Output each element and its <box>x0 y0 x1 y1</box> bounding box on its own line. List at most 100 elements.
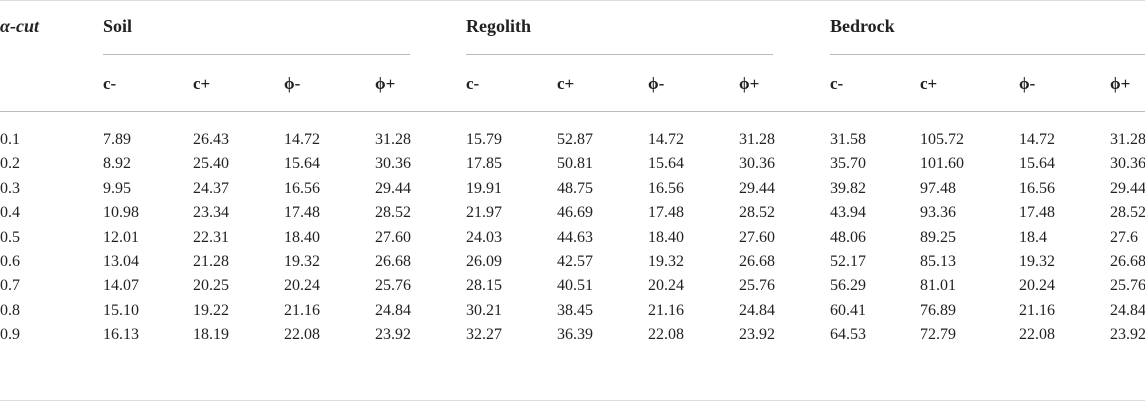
top-rule <box>0 0 1145 1</box>
cell: 48.06 <box>830 228 866 246</box>
cell: 52.17 <box>830 253 866 270</box>
cell: 89.25 <box>920 228 956 246</box>
cell: 85.13 <box>920 253 956 270</box>
column-header: c- <box>103 74 117 93</box>
cell: 22.08 <box>284 326 320 344</box>
cell: 17.85 <box>466 155 502 173</box>
header-rule <box>0 111 1145 112</box>
cell: 26.09 <box>466 253 502 270</box>
column-header: c- <box>466 74 480 93</box>
cell: 20.25 <box>193 277 229 295</box>
cell: 18.40 <box>284 228 320 246</box>
cell: 18.4 <box>1019 228 1047 246</box>
cell: 21.97 <box>466 204 502 222</box>
cell: 20.24 <box>284 277 320 295</box>
cell: 14.07 <box>103 277 139 295</box>
cell: 19.22 <box>193 301 229 319</box>
cell: 10.98 <box>103 204 139 222</box>
cell: 23.34 <box>193 204 229 222</box>
cell: 50.81 <box>557 155 593 173</box>
cell: 14.72 <box>284 131 320 148</box>
cell: 22.08 <box>1019 326 1055 344</box>
cell: 30.36 <box>739 155 775 173</box>
cell: 13.04 <box>103 253 139 270</box>
cell: 27.6 <box>1110 228 1138 246</box>
cell: 24.03 <box>466 228 502 246</box>
cell: 18.40 <box>648 228 684 246</box>
cell: 8.92 <box>103 155 131 173</box>
column-header: c+ <box>193 74 211 93</box>
cell: 39.82 <box>830 179 866 197</box>
cell: 93.36 <box>920 204 956 222</box>
cell: 101.60 <box>920 155 964 173</box>
cell: 46.69 <box>557 204 593 222</box>
group-header: Soil <box>103 16 133 36</box>
cell: 21.16 <box>284 301 320 319</box>
cell: 14.72 <box>1019 131 1055 148</box>
cell: 38.45 <box>557 301 593 319</box>
cell: 31.58 <box>830 131 866 148</box>
cell: 21.16 <box>648 301 684 319</box>
bottom-rule <box>0 400 1145 401</box>
cell: 40.51 <box>557 277 593 295</box>
cell: 31.28 <box>375 131 411 148</box>
cell: 15.64 <box>648 155 684 173</box>
cell: 27.60 <box>739 228 775 246</box>
cell: 7.89 <box>103 131 131 148</box>
cell: 16.56 <box>284 179 320 197</box>
cell: 16.56 <box>648 179 684 197</box>
row-label: 0.3 <box>0 179 20 197</box>
cell: 16.13 <box>103 326 139 344</box>
row-label: 0.7 <box>0 277 20 295</box>
group-rule <box>466 54 773 55</box>
cell: 14.72 <box>648 131 684 148</box>
cell: 29.44 <box>739 179 775 197</box>
cell: 56.29 <box>830 277 866 295</box>
cell: 25.76 <box>739 277 775 295</box>
cell: 21.16 <box>1019 301 1055 319</box>
cell: 19.91 <box>466 179 502 197</box>
cell: 25.76 <box>1110 277 1145 295</box>
cell: 60.41 <box>830 301 866 319</box>
cell: 97.48 <box>920 179 956 197</box>
cell: 26.68 <box>1110 253 1145 270</box>
cell: 27.60 <box>375 228 411 246</box>
cell: 15.64 <box>284 155 320 173</box>
cell: 31.28 <box>1110 131 1145 148</box>
group-rule <box>103 54 410 55</box>
cell: 42.57 <box>557 253 593 270</box>
cell: 28.15 <box>466 277 502 295</box>
cell: 29.44 <box>1110 179 1145 197</box>
cell: 30.36 <box>1110 155 1145 173</box>
cell: 19.32 <box>1019 253 1055 270</box>
row-label: 0.4 <box>0 204 20 222</box>
row-label: 0.6 <box>0 253 20 270</box>
cell: 22.31 <box>193 228 229 246</box>
cell: 64.53 <box>830 326 866 344</box>
cell: 72.79 <box>920 326 956 344</box>
cell: 23.92 <box>375 326 411 344</box>
cell: 16.56 <box>1019 179 1055 197</box>
column-header: c- <box>830 74 844 93</box>
cell: 24.84 <box>1110 301 1145 319</box>
cell: 26.68 <box>739 253 775 270</box>
cell: 17.48 <box>1019 204 1055 222</box>
cell: 18.19 <box>193 326 229 344</box>
column-header: ϕ- <box>284 74 301 93</box>
cell: 29.44 <box>375 179 411 197</box>
cell: 26.68 <box>375 253 411 270</box>
cell: 32.27 <box>466 326 502 344</box>
cell: 52.87 <box>557 131 593 148</box>
cell: 28.52 <box>1110 204 1145 222</box>
cell: 81.01 <box>920 277 956 295</box>
cell: 23.92 <box>1110 326 1145 344</box>
column-header: c+ <box>920 74 938 93</box>
corner-header: α-cut <box>0 16 39 36</box>
cell: 30.21 <box>466 301 502 319</box>
cell: 23.92 <box>739 326 775 344</box>
cell: 24.84 <box>739 301 775 319</box>
cell: 35.70 <box>830 155 866 173</box>
cell: 22.08 <box>648 326 684 344</box>
